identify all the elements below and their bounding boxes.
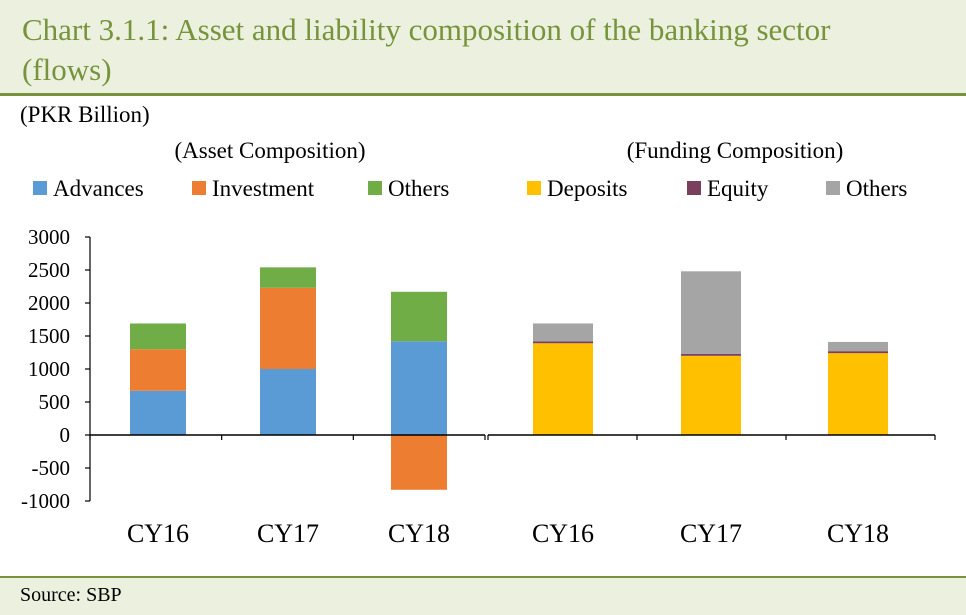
- bar-1-CY16-equity: [533, 341, 593, 344]
- y-tick-label-6: 0: [60, 423, 71, 447]
- legend-swatch-0-0: [33, 181, 47, 195]
- bar-0-CY17-advances: [260, 369, 316, 435]
- legend-swatch-0-1: [192, 181, 206, 195]
- bar-1-CY18-others: [828, 341, 888, 352]
- legend-label-0-0: Advances: [53, 176, 144, 201]
- y-tick-label-5: 500: [39, 390, 71, 414]
- bar-0-CY16-others: [130, 323, 186, 350]
- x-tick-label-0-2: CY18: [388, 519, 450, 548]
- legend-swatch-1-0: [527, 181, 541, 195]
- legend-swatch-1-2: [826, 181, 840, 195]
- footer-banner: Source: SBP: [0, 576, 966, 615]
- bar-0-CY17-others: [260, 267, 316, 288]
- legend-swatch-1-1: [687, 181, 701, 195]
- unit-label: (PKR Billion): [20, 102, 150, 127]
- legend-label-1-2: Others: [846, 176, 907, 201]
- charts-area: (Asset Composition) Advances Investment Oth…: [21, 138, 936, 548]
- bar-1-CY17-equity: [681, 353, 741, 356]
- legend-swatch-0-2: [368, 181, 382, 195]
- bar-0-CY18-others: [391, 291, 447, 342]
- y-tick-label-1: 2500: [28, 258, 70, 282]
- x-tick-label-1-1: CY17: [680, 519, 742, 548]
- bar-0-CY16-advances: [130, 390, 186, 435]
- legend-label-0-1: Investment: [212, 176, 315, 201]
- x-tick-label-1-2: CY18: [827, 519, 889, 548]
- bar-0-CY17-investment: [260, 287, 316, 369]
- bar-1-CY16-others: [533, 323, 593, 342]
- x-tick-label-1-0: CY16: [532, 519, 594, 548]
- bar-1-CY17-deposits: [681, 355, 741, 435]
- y-tick-label-0: 3000: [28, 225, 70, 249]
- title-banner: Chart 3.1.1: Asset and liability composi…: [0, 0, 966, 96]
- y-tick-label-8: -1000: [21, 489, 70, 513]
- bar-1-CY18-deposits: [828, 353, 888, 435]
- y-tick-label-4: 1000: [28, 357, 70, 381]
- x-tick-label-0-0: CY16: [127, 519, 189, 548]
- bar-0-CY18-advances: [391, 341, 447, 435]
- bar-1-CY17-others: [681, 271, 741, 354]
- source-note: Source: SBP: [20, 584, 122, 606]
- bar-0-CY16-investment: [130, 349, 186, 391]
- legend-label-1-1: Equity: [707, 176, 769, 201]
- bar-1-CY16-deposits: [533, 343, 593, 435]
- x-tick-label-0-1: CY17: [257, 519, 319, 548]
- y-tick-label-2: 2000: [28, 291, 70, 315]
- bar-0-CY18-investment: [391, 435, 447, 490]
- legend-label-0-2: Others: [388, 176, 449, 201]
- subtitle-1: (Funding Composition): [627, 138, 844, 163]
- chart-title: Chart 3.1.1: Asset and liability composi…: [22, 12, 831, 87]
- y-tick-label-7: -500: [32, 456, 71, 480]
- y-tick-label-3: 1500: [28, 324, 70, 348]
- bar-1-CY18-equity: [828, 351, 888, 354]
- subtitle-0: (Asset Composition): [174, 138, 365, 163]
- legend-label-1-0: Deposits: [547, 176, 628, 201]
